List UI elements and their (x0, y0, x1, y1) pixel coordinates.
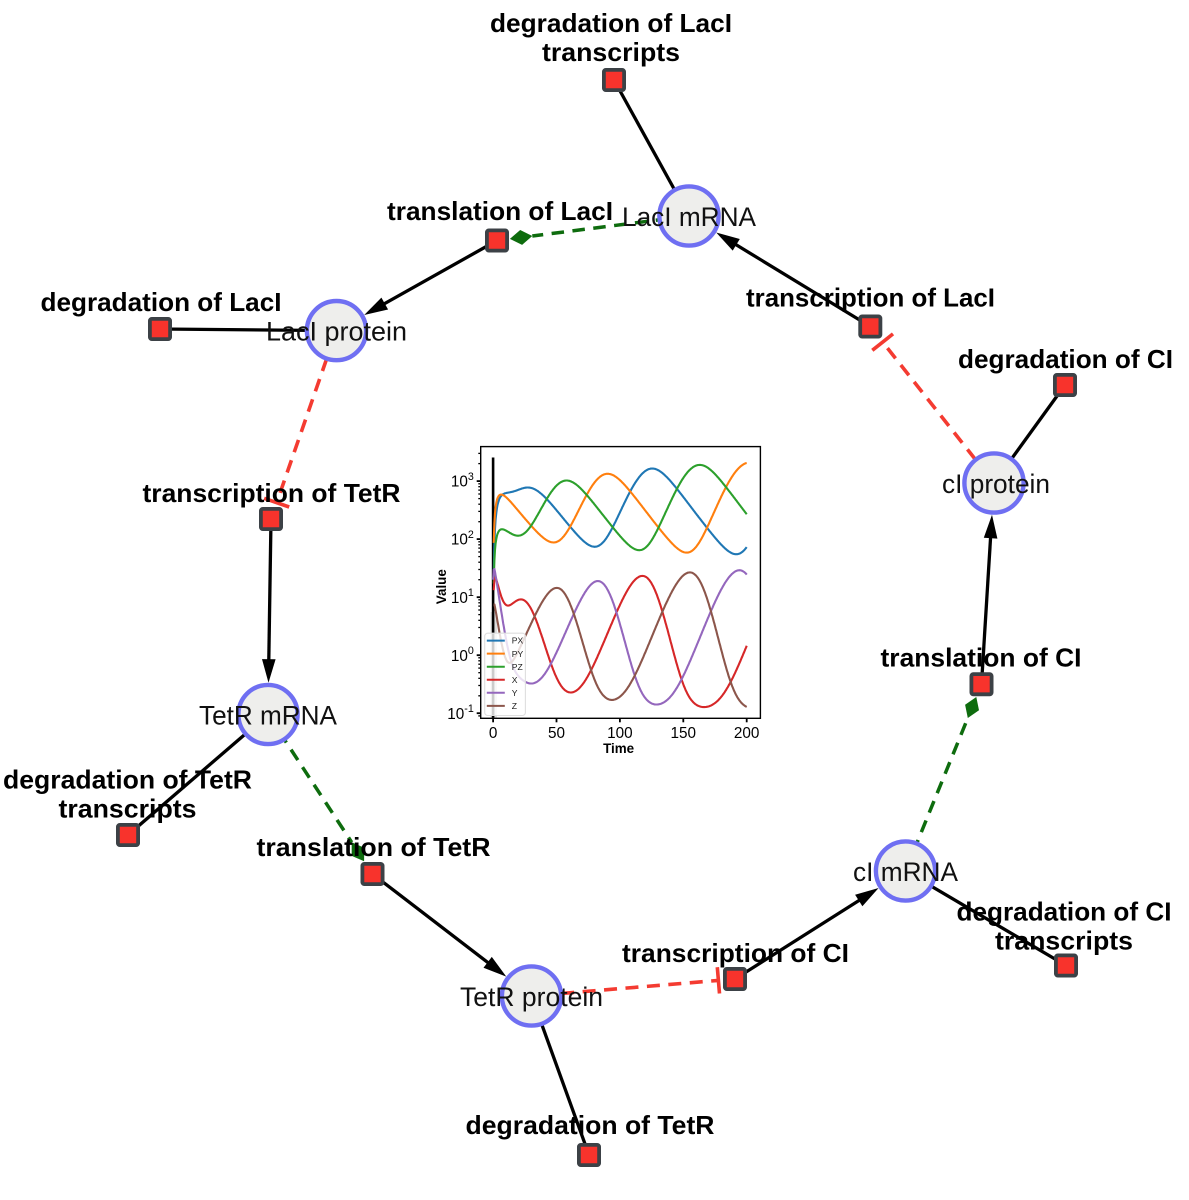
svg-text:PX: PX (512, 636, 524, 646)
svg-text:LacI mRNA: LacI mRNA (622, 202, 756, 232)
svg-text:Z: Z (512, 701, 517, 711)
svg-text:translation of TetR: translation of TetR (257, 832, 491, 862)
svg-text:Y: Y (512, 688, 518, 698)
svg-text:transcripts: transcripts (59, 794, 197, 824)
svg-text:0: 0 (489, 725, 498, 742)
svg-text:X: X (512, 675, 518, 685)
svg-text:Time: Time (603, 741, 634, 756)
svg-text:cI mRNA: cI mRNA (853, 857, 958, 887)
svg-text:transcription of LacI: transcription of LacI (746, 283, 995, 313)
svg-text:transcription of CI: transcription of CI (622, 938, 849, 968)
svg-text:degradation of CI: degradation of CI (957, 897, 1172, 927)
svg-text:degradation of LacI: degradation of LacI (41, 287, 282, 317)
svg-text:cI protein: cI protein (942, 469, 1050, 499)
svg-text:degradation of TetR: degradation of TetR (3, 765, 252, 795)
svg-text:150: 150 (671, 725, 697, 742)
svg-text:LacI protein: LacI protein (266, 317, 407, 347)
svg-text:degradation of LacI: degradation of LacI (490, 8, 732, 38)
svg-text:degradation of CI: degradation of CI (958, 344, 1173, 374)
svg-text:TetR protein: TetR protein (460, 982, 603, 1012)
svg-text:degradation of TetR: degradation of TetR (466, 1110, 715, 1140)
svg-text:PY: PY (512, 649, 524, 659)
svg-text:TetR mRNA: TetR mRNA (199, 701, 337, 731)
svg-text:translation of CI: translation of CI (881, 643, 1082, 673)
svg-text:translation of LacI: translation of LacI (387, 196, 613, 226)
svg-text:transcripts: transcripts (542, 37, 680, 67)
svg-text:200: 200 (734, 725, 760, 742)
svg-text:50: 50 (548, 725, 565, 742)
svg-text:transcripts: transcripts (995, 926, 1133, 956)
svg-text:Value: Value (434, 569, 449, 604)
svg-text:transcription of TetR: transcription of TetR (143, 478, 401, 508)
svg-text:PZ: PZ (512, 662, 523, 672)
svg-text:100: 100 (607, 725, 633, 742)
